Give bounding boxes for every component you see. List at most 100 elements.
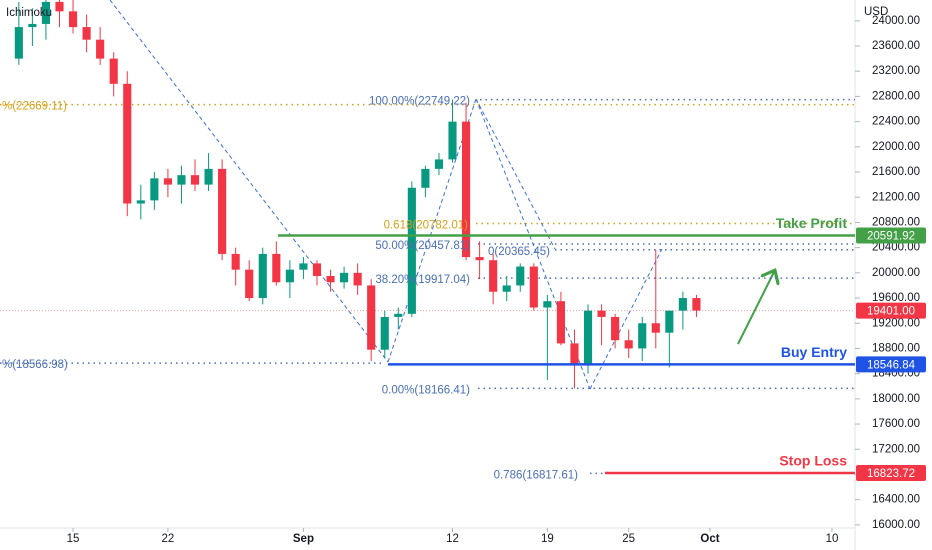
currency-label: USD bbox=[864, 6, 888, 18]
price-label: 20591.92 bbox=[867, 231, 915, 243]
y-tick-label: 21600.00 bbox=[872, 166, 920, 178]
y-tick-label: 20400.00 bbox=[872, 242, 920, 254]
candle-body bbox=[258, 253, 267, 299]
candle-body bbox=[678, 298, 687, 311]
price-label-box bbox=[856, 356, 926, 373]
fib-level-label: 0.786(16817.61) bbox=[494, 469, 579, 481]
y-tick-label: 24000.00 bbox=[872, 15, 920, 27]
x-tick-label: 15 bbox=[67, 533, 80, 545]
candle-body bbox=[407, 187, 416, 314]
candle-body bbox=[638, 323, 647, 349]
trend-line bbox=[589, 248, 663, 390]
x-tick-label: 25 bbox=[622, 533, 635, 545]
fib-level-label: 38.20%(19917.04) bbox=[375, 274, 470, 286]
candle-body bbox=[651, 323, 660, 333]
trend-line bbox=[387, 98, 477, 363]
candle-body bbox=[218, 168, 227, 254]
candle-body bbox=[448, 121, 457, 160]
candle-body bbox=[692, 298, 701, 311]
candle-body bbox=[136, 200, 145, 204]
candle-body bbox=[611, 316, 620, 341]
candle-body bbox=[96, 39, 105, 59]
y-tick-label: 22000.00 bbox=[872, 141, 920, 153]
y-tick-label: 17200.00 bbox=[872, 443, 920, 455]
y-tick-label: 21200.00 bbox=[872, 191, 920, 203]
y-tick-label: 19200.00 bbox=[872, 317, 920, 329]
arrow bbox=[737, 272, 774, 345]
fib-level-label: %(18566.98) bbox=[2, 359, 68, 371]
candle-body bbox=[204, 168, 213, 185]
level-name: Stop Loss bbox=[779, 453, 847, 469]
candle-body bbox=[516, 266, 525, 286]
fib-level-label: 0.00%(18166.41) bbox=[382, 384, 470, 396]
y-tick-label: 17600.00 bbox=[872, 418, 920, 430]
candle-body bbox=[394, 313, 403, 317]
candle-body bbox=[475, 257, 484, 261]
candle-body bbox=[461, 121, 471, 258]
candle-body bbox=[340, 272, 349, 283]
candle-body bbox=[231, 253, 240, 270]
price-label: 16823.72 bbox=[867, 468, 915, 480]
candle-body bbox=[163, 178, 172, 185]
candle-body bbox=[14, 27, 23, 59]
candle-body bbox=[41, 1, 51, 24]
level-name: Take Profit bbox=[776, 215, 848, 231]
candle-body bbox=[421, 168, 430, 188]
candle-body bbox=[272, 253, 281, 283]
candle-body bbox=[489, 260, 498, 292]
y-tick-label: 19600.00 bbox=[872, 292, 920, 304]
candle-body bbox=[109, 58, 118, 84]
x-tick-label: Oct bbox=[700, 533, 719, 545]
candle-body bbox=[245, 269, 254, 299]
y-tick-label: 20800.00 bbox=[872, 216, 920, 228]
candle-body bbox=[624, 340, 633, 349]
price-label-box bbox=[856, 464, 926, 481]
y-tick-label: 18800.00 bbox=[872, 342, 920, 354]
candle-body bbox=[299, 263, 308, 270]
indicator-label: Ichimoku bbox=[6, 7, 52, 19]
fib-level-label: 100.00%(22749.22) bbox=[369, 96, 470, 108]
candle-body bbox=[55, 1, 64, 12]
candle-body bbox=[367, 285, 376, 350]
price-label-box bbox=[856, 302, 926, 319]
candle-body bbox=[28, 23, 37, 28]
x-tick-label: 22 bbox=[162, 533, 175, 545]
fib-level-label: 0(20365.45) bbox=[488, 246, 550, 258]
y-tick-label: 23600.00 bbox=[872, 40, 920, 52]
x-tick-label: 10 bbox=[826, 533, 839, 545]
candle-body bbox=[665, 310, 674, 333]
candle-body bbox=[570, 343, 579, 365]
candle-body bbox=[190, 175, 200, 185]
candle-body bbox=[434, 159, 444, 169]
candle-body bbox=[177, 175, 186, 185]
candle-body bbox=[150, 178, 159, 201]
x-tick-label: 12 bbox=[446, 533, 459, 545]
trend-line bbox=[109, 0, 389, 363]
candle-body bbox=[285, 269, 294, 283]
candle-body bbox=[583, 310, 593, 365]
y-tick-label: 22400.00 bbox=[872, 116, 920, 128]
candle-body bbox=[502, 285, 511, 292]
candle-body bbox=[68, 11, 78, 28]
candle-body bbox=[353, 272, 362, 286]
level-name: Buy Entry bbox=[781, 344, 847, 360]
candle-body bbox=[82, 27, 91, 40]
fib-level-label: 50.00%(20457.81) bbox=[375, 240, 470, 252]
y-tick-label: 22800.00 bbox=[872, 90, 920, 102]
candle-body bbox=[529, 266, 538, 308]
y-tick-label: 16400.00 bbox=[872, 494, 920, 506]
x-tick-label: Sep bbox=[293, 533, 314, 545]
price-label-box bbox=[856, 227, 926, 244]
fib-level-label: 0.618(20782.01) bbox=[384, 220, 469, 232]
y-tick-label: 16000.00 bbox=[872, 519, 920, 531]
plot-area bbox=[0, 0, 855, 475]
x-tick-label: 19 bbox=[541, 533, 554, 545]
price-label: 19401.00 bbox=[867, 306, 915, 318]
trend-line bbox=[475, 98, 556, 250]
candle-body bbox=[312, 263, 322, 276]
y-tick-label: 23200.00 bbox=[872, 65, 920, 77]
candle-body bbox=[380, 316, 389, 350]
candle-body bbox=[597, 310, 606, 317]
y-tick-label: 18000.00 bbox=[872, 393, 920, 405]
